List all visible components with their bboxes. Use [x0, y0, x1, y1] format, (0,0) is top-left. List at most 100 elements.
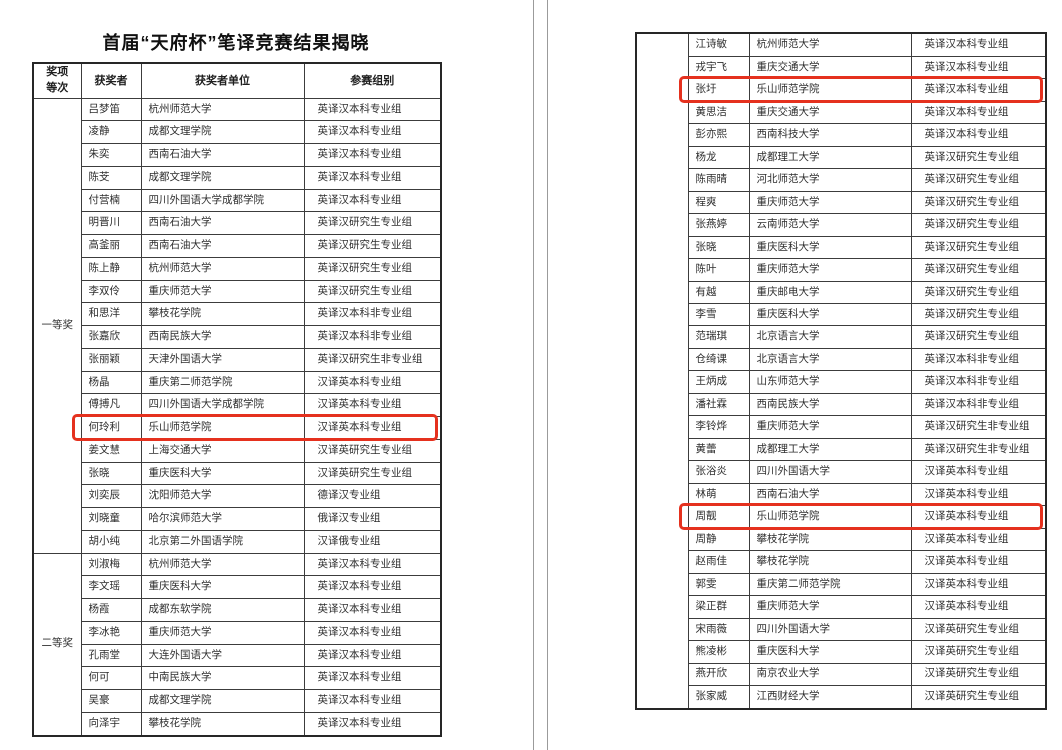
winner-org-cell: 天津外国语大学 [140, 347, 305, 372]
winner-name-cell: 吴豪 [80, 689, 142, 713]
winner-name-cell: 张晓 [80, 461, 142, 486]
winner-org-cell: 大连外国语大学 [140, 643, 305, 668]
winner-org-cell: 西南科技大学 [748, 123, 912, 147]
winner-name-cell: 傅搏凡 [80, 393, 142, 417]
table-row: 明晋川 西南石油大学 英译汉研究生专业组 [33, 211, 442, 235]
winner-name-cell: 刘奕辰 [80, 484, 142, 508]
table-row: 郭雯 重庆第二师范学院 汉译英本科专业组 [636, 572, 1047, 597]
table-row: 傅搏凡 四川外国语大学成都学院 汉译英本科专业组 [33, 393, 442, 417]
winner-name-cell: 有越 [687, 280, 750, 305]
winner-org-cell: 四川外国语大学 [748, 617, 912, 642]
winner-name-cell: 燕开欣 [687, 662, 750, 686]
table-row: 程爽 重庆师范大学 英译汉研究生专业组 [636, 190, 1047, 215]
winner-name-cell: 刘晓童 [80, 507, 142, 531]
winner-org-cell: 中南民族大学 [140, 666, 305, 690]
winner-name-cell: 何玲利 [80, 416, 142, 440]
contest-group-cell: 英译汉本科非专业组 [910, 392, 1047, 417]
winner-name-cell: 杨霞 [80, 598, 142, 622]
table-row: 李铃烨 重庆师范大学 英译汉研究生非专业组 [636, 415, 1047, 439]
table-row: 周静 攀枝花学院 汉译英本科专业组 [636, 527, 1047, 552]
table-row: 和思洋 攀枝花学院 英译汉本科非专业组 [33, 302, 442, 326]
contest-group-cell: 英译汉本科专业组 [303, 552, 442, 577]
award-level-cell: 二等奖 [32, 552, 82, 737]
contest-group-cell: 汉译英本科专业组 [910, 595, 1047, 619]
winner-org-cell: 重庆医科大学 [748, 640, 912, 664]
contest-group-cell: 汉译英本科专业组 [303, 393, 442, 417]
winner-name-cell: 周静 [687, 527, 750, 552]
contest-group-cell: 英译汉本科专业组 [303, 165, 442, 190]
winner-name-cell: 吕梦笛 [80, 97, 142, 122]
winner-org-cell: 重庆医科大学 [748, 235, 912, 260]
winner-org-cell: 云南师范大学 [748, 213, 912, 237]
table-row: 李双伶 重庆师范大学 英译汉研究生专业组 [33, 279, 442, 304]
table-row: 王炳成 山东师范大学 英译汉本科非专业组 [636, 370, 1047, 394]
table-row: 张浴炎 四川外国语大学 汉译英本科专业组 [636, 460, 1047, 484]
contest-group-cell: 英译汉本科专业组 [303, 643, 442, 668]
contest-group-cell: 英译汉研究生专业组 [303, 256, 442, 281]
winner-org-cell: 重庆第二师范学院 [140, 370, 305, 395]
winner-name-cell: 仓绮课 [687, 347, 750, 372]
winner-name-cell: 张晓 [687, 235, 750, 260]
table-row: 李冰艳 重庆师范大学 英译汉本科专业组 [33, 620, 442, 645]
table-row: 张家威 江西财经大学 汉译英研究生专业组 [636, 684, 1047, 710]
winner-name-cell: 林萌 [687, 482, 750, 507]
winner-org-cell: 杭州师范大学 [748, 32, 912, 57]
winner-name-cell: 付营楠 [80, 188, 142, 213]
winner-org-cell: 重庆师范大学 [140, 620, 305, 645]
contest-group-cell: 汉译英本科专业组 [910, 527, 1047, 552]
winner-name-cell: 何可 [80, 666, 142, 690]
winner-org-cell: 重庆邮电大学 [748, 280, 912, 305]
table-row: 杨晶 重庆第二师范学院 汉译英本科专业组 [33, 370, 442, 395]
table-row: 张晓 重庆医科大学 英译汉研究生专业组 [636, 235, 1047, 260]
winner-name-cell: 杨晶 [80, 370, 142, 395]
winner-name-cell: 彭亦熙 [687, 123, 750, 147]
winner-name-cell: 王炳成 [687, 370, 750, 394]
table-row: 姜文慧 上海交通大学 汉译英研究生专业组 [33, 438, 442, 463]
winner-org-cell: 哈尔滨师范大学 [140, 507, 305, 531]
contest-group-cell: 英译汉本科专业组 [303, 598, 442, 622]
winner-org-cell: 重庆师范大学 [748, 258, 912, 282]
winner-name-cell: 杨龙 [687, 145, 750, 170]
table-row: 何玲利 乐山师范学院 汉译英本科专业组 [33, 416, 442, 440]
winner-name-cell: 孔雨堂 [80, 643, 142, 668]
contest-group-cell: 汉译俄专业组 [303, 529, 442, 554]
contest-group-cell: 汉译英本科专业组 [910, 550, 1047, 574]
table-row: 周靓 乐山师范学院 汉译英本科专业组 [636, 505, 1047, 529]
contest-group-cell: 汉译英研究生专业组 [910, 617, 1047, 642]
winner-name-cell: 宋雨薇 [687, 617, 750, 642]
table-row: 潘社霖 西南民族大学 英译汉本科非专业组 [636, 392, 1047, 417]
winner-name-cell: 向泽宇 [80, 711, 142, 737]
table-row: 黄思洁 重庆交通大学 英译汉本科专业组 [636, 100, 1047, 125]
contest-group-cell: 英译汉研究生专业组 [303, 211, 442, 235]
winner-name-cell: 李双伶 [80, 279, 142, 304]
table-row: 梁正群 重庆师范大学 汉译英本科专业组 [636, 595, 1047, 619]
contest-group-cell: 英译汉本科专业组 [303, 575, 442, 599]
table-row: 有越 重庆邮电大学 英译汉研究生专业组 [636, 280, 1047, 305]
winner-org-cell: 乐山师范学院 [140, 416, 305, 440]
winner-org-cell: 乐山师范学院 [748, 505, 912, 529]
results-table-page1: 奖项 等次 获奖者 获奖者单位 参赛组别 一等奖 吕梦笛 杭州师范大学 英译汉本科专业… [32, 62, 442, 737]
winner-org-cell: 江西财经大学 [748, 684, 912, 710]
winner-org-cell: 南京农业大学 [748, 662, 912, 686]
contest-group-cell: 英译汉本科专业组 [303, 97, 442, 122]
page-title: 首届“天府杯”笔译竞赛结果揭晓 [102, 33, 370, 53]
contest-group-cell: 汉译英研究生专业组 [910, 684, 1047, 710]
contest-group-cell: 英译汉本科专业组 [910, 55, 1047, 80]
table-row: 刘奕辰 沈阳师范大学 德译汉专业组 [33, 484, 442, 508]
header-winner-org: 获奖者单位 [140, 62, 305, 99]
winner-org-cell: 四川外国语大学 [748, 460, 912, 484]
contest-group-cell: 英译汉本科专业组 [910, 78, 1047, 102]
winner-name-cell: 张浴炎 [687, 460, 750, 484]
table-row: 张嘉欣 西南民族大学 英译汉本科非专业组 [33, 325, 442, 349]
table-row: 陈雨晴 河北师范大学 英译汉研究生专业组 [636, 168, 1047, 192]
winner-org-cell: 重庆医科大学 [140, 461, 305, 486]
winner-name-cell: 赵雨佳 [687, 550, 750, 574]
winner-name-cell: 胡小纯 [80, 529, 142, 554]
winner-name-cell: 张家威 [687, 684, 750, 710]
table-row: 陈叶 重庆师范大学 英译汉研究生专业组 [636, 258, 1047, 282]
winner-org-cell: 成都文理学院 [140, 120, 305, 144]
winner-name-cell: 陈芠 [80, 165, 142, 190]
contest-group-cell: 汉译英本科专业组 [910, 572, 1047, 597]
contest-group-cell: 俄译汉专业组 [303, 507, 442, 531]
winner-org-cell: 西南民族大学 [140, 325, 305, 349]
